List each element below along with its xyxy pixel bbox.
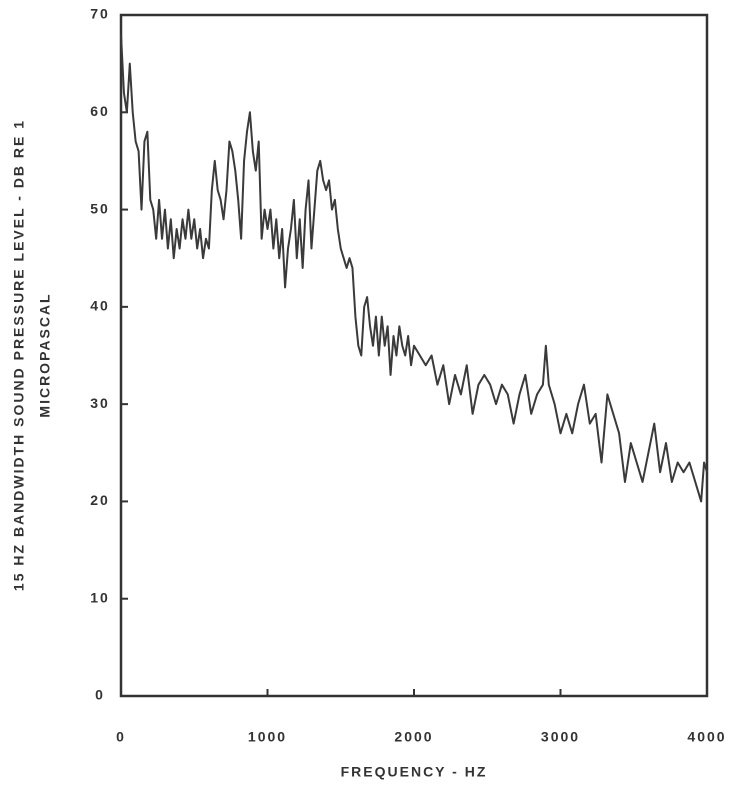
spectrum-line — [120, 34, 708, 503]
y-tick-label: 10 — [90, 589, 110, 605]
x-tick-label: 0 — [116, 729, 126, 745]
x-tick-label: 2000 — [394, 729, 433, 745]
y-tick-label: 70 — [90, 6, 110, 22]
y-tick-label: 60 — [90, 103, 110, 119]
y-tick-label: 0 — [95, 687, 105, 703]
x-tick-label: 1000 — [248, 729, 287, 745]
x-tick-label: 3000 — [541, 729, 580, 745]
y-tick-label: 50 — [90, 200, 110, 216]
y-axis-label: MICROPASCAL — [37, 292, 53, 417]
y-tick-label: 30 — [90, 395, 110, 411]
y-tick-label: 40 — [90, 298, 110, 314]
plot-frame — [119, 13, 709, 698]
y-tick-label: 20 — [90, 492, 110, 508]
x-axis-label: FREQUENCY - HZ — [341, 764, 488, 780]
x-tick-label: 4000 — [687, 729, 726, 745]
y-axis-label: 15 HZ BANDWIDTH SOUND PRESSURE LEVEL - D… — [11, 119, 27, 591]
